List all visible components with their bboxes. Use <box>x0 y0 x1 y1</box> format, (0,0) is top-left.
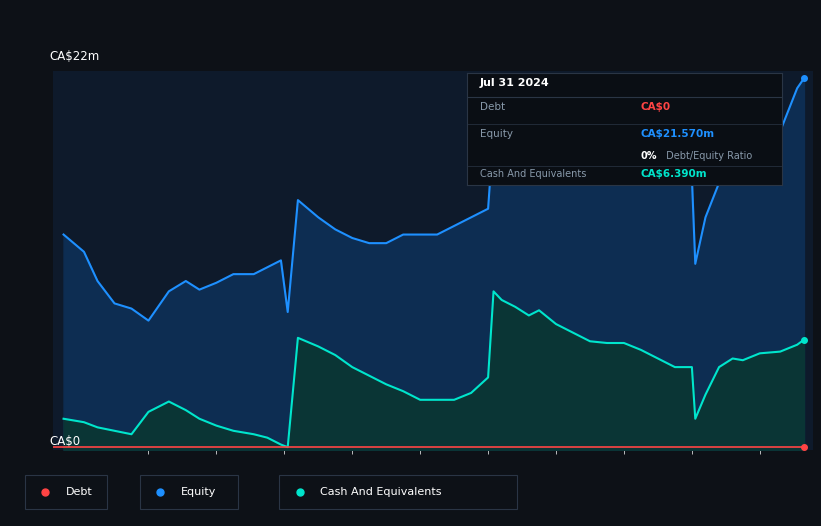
Text: Equity: Equity <box>479 129 513 139</box>
Text: Jul 31 2024: Jul 31 2024 <box>479 78 549 88</box>
Text: Cash And Equivalents: Cash And Equivalents <box>320 487 442 497</box>
Text: CA$22m: CA$22m <box>49 50 100 64</box>
Text: Equity: Equity <box>181 487 216 497</box>
Text: Debt: Debt <box>66 487 93 497</box>
Text: 0%: 0% <box>640 151 657 161</box>
Text: Cash And Equivalents: Cash And Equivalents <box>479 169 586 179</box>
Text: CA$21.570m: CA$21.570m <box>640 129 715 139</box>
Text: Debt/Equity Ratio: Debt/Equity Ratio <box>663 151 752 161</box>
Text: CA$0: CA$0 <box>640 102 671 112</box>
Text: CA$0: CA$0 <box>49 435 80 448</box>
Text: Debt: Debt <box>479 102 505 112</box>
Text: CA$6.390m: CA$6.390m <box>640 169 707 179</box>
